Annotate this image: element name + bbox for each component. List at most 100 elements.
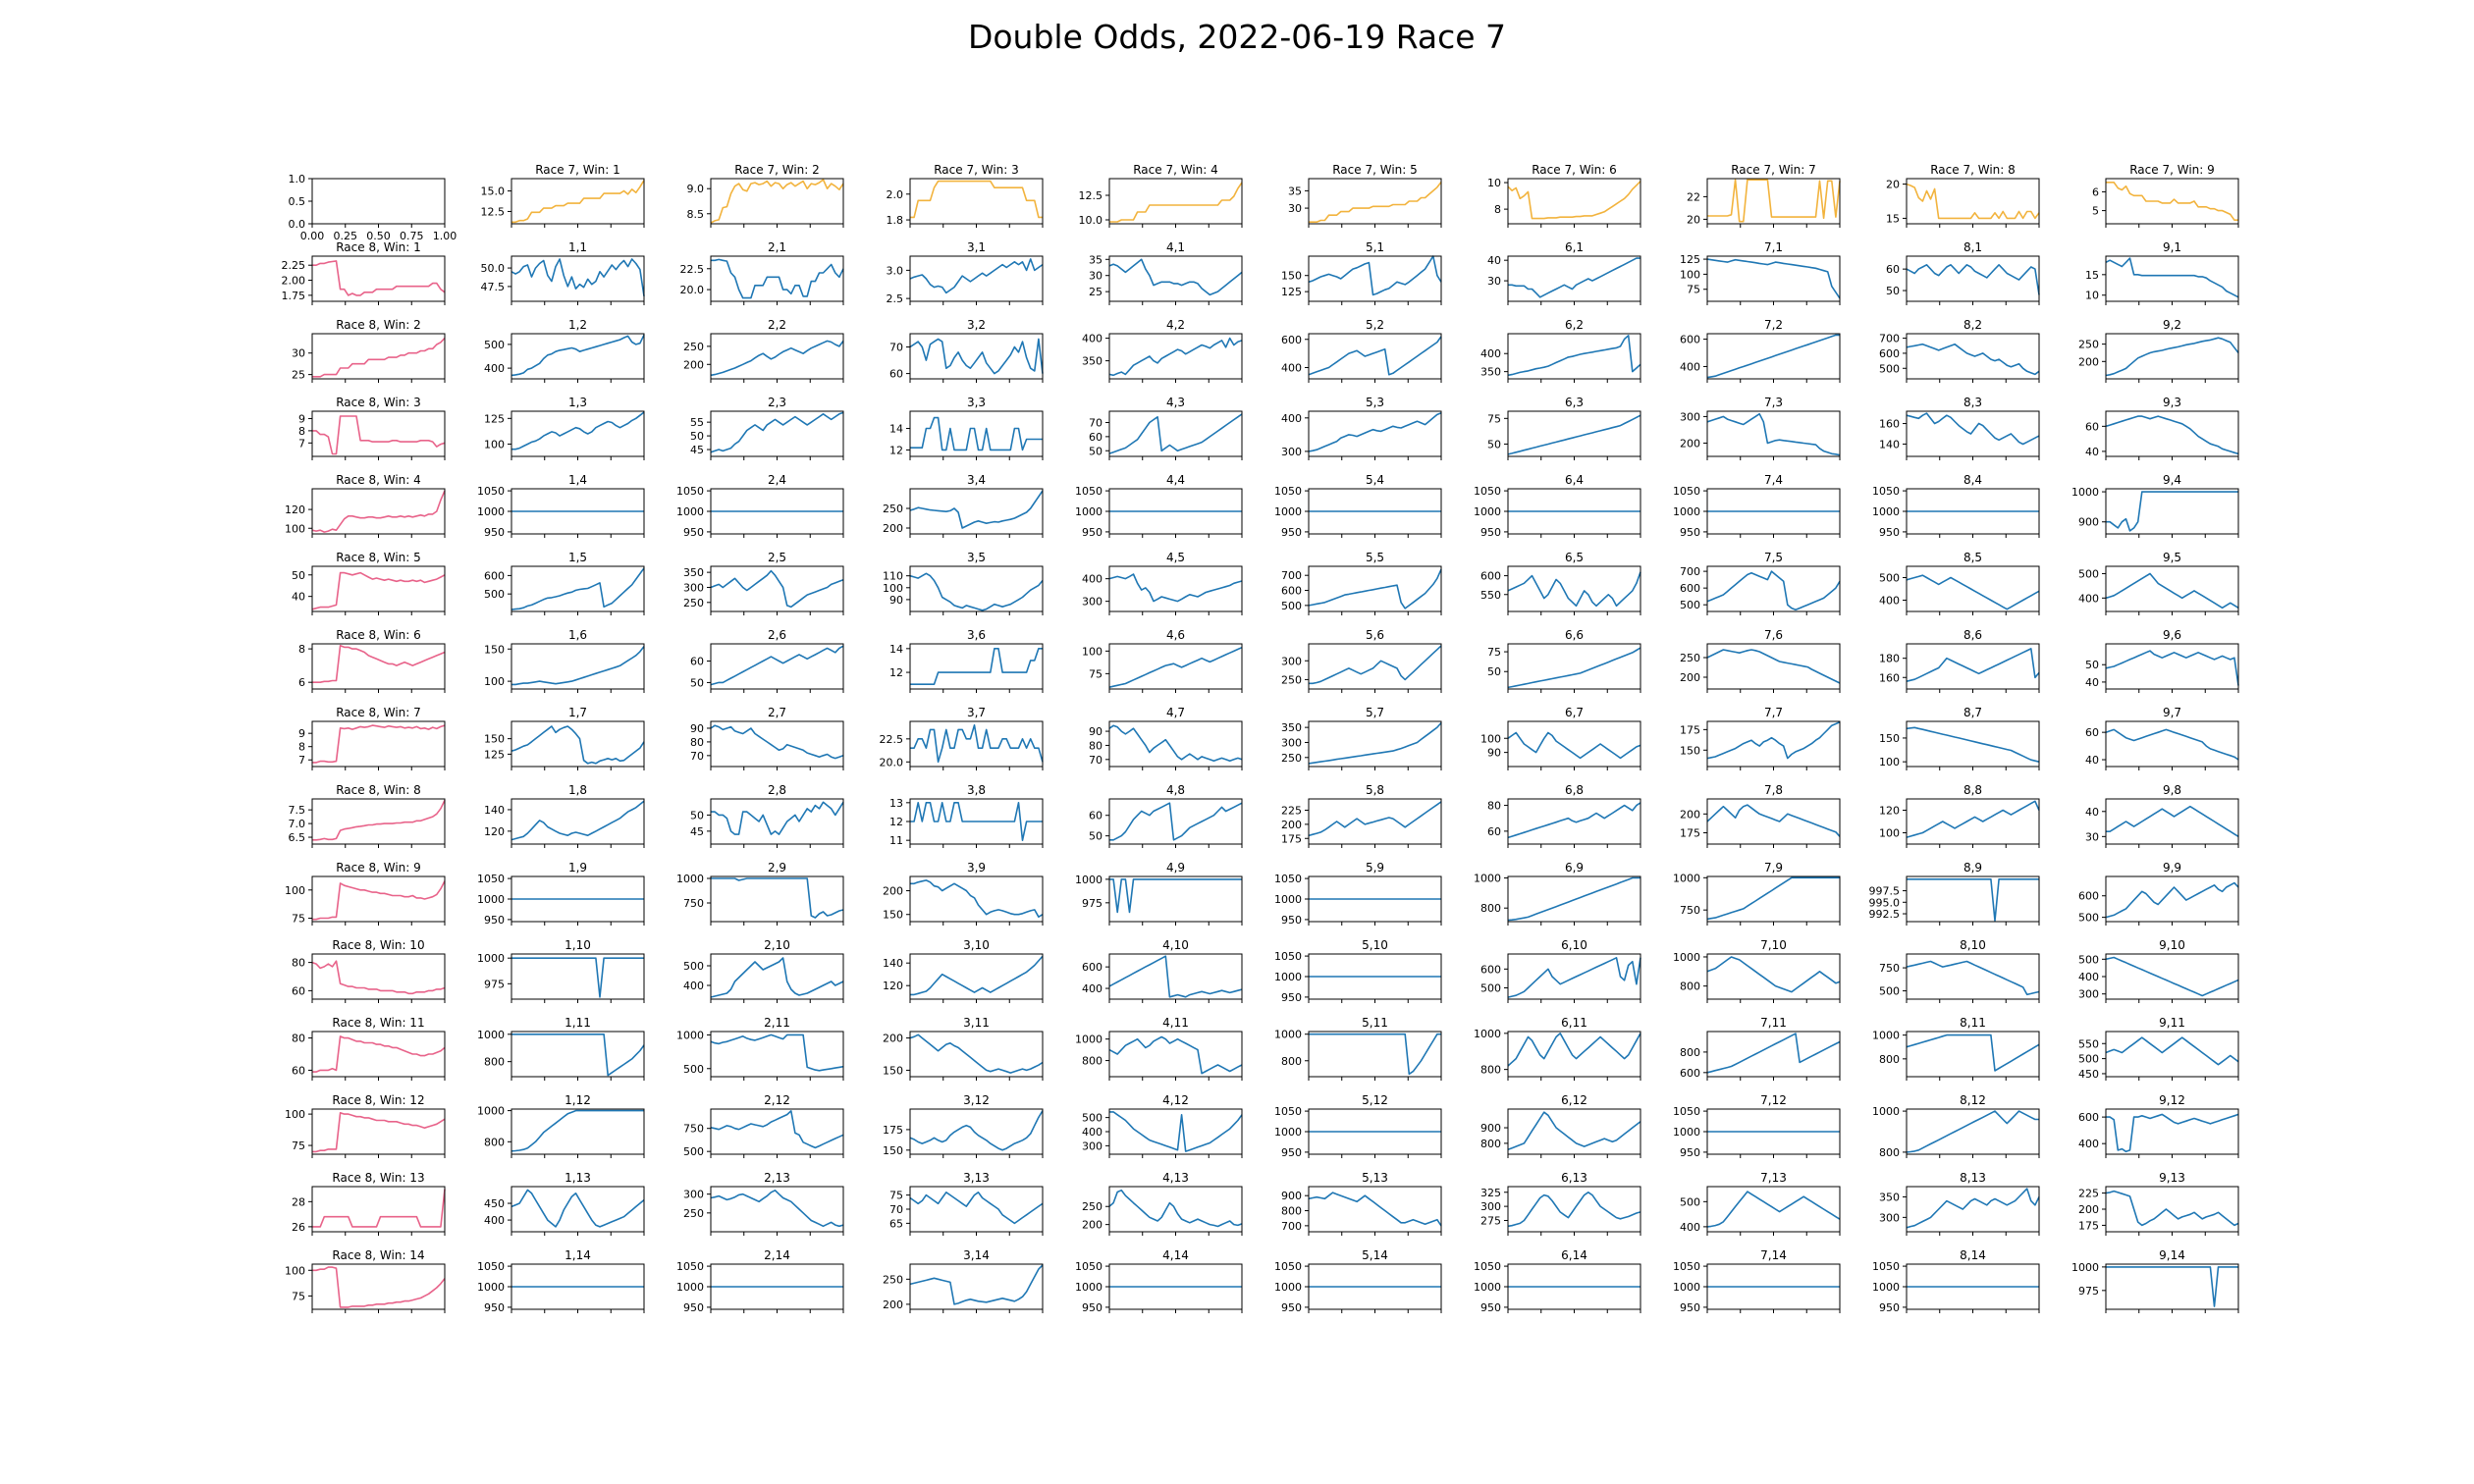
y-tick-label: 950: [1680, 526, 1700, 539]
panel-title: 5,14: [1362, 1248, 1388, 1262]
series-line: [1308, 411, 1442, 452]
y-tick-label: 950: [1082, 1301, 1103, 1314]
panel-title: 7,12: [1760, 1093, 1787, 1107]
double-odds-panel: 3,3 12 14: [889, 396, 1044, 460]
y-tick-label: 1050: [1075, 1260, 1103, 1273]
axes-frame: [710, 1186, 844, 1233]
y-tick-label: 30: [1089, 270, 1103, 283]
axes-frame: [1906, 798, 2040, 845]
series-line: [511, 180, 645, 224]
y-tick-label: 15: [2085, 269, 2099, 282]
double-odds-panel: 7,5 500 600 700: [1680, 551, 1841, 615]
y-tick-label: 400: [1082, 1126, 1103, 1139]
series-line: [1706, 649, 1841, 684]
panel-title: 7,13: [1760, 1171, 1787, 1185]
y-tick-label: 70: [889, 1203, 903, 1216]
axes-frame: [1108, 875, 1243, 923]
panel-title: 4,5: [1166, 551, 1185, 564]
panel-title: Race 8, Win: 6: [336, 628, 421, 642]
panel-title: 9,2: [2163, 318, 2181, 332]
race8-win-panel: Race 8, Win: 12 75 100: [285, 1093, 446, 1158]
y-tick-label: 120: [1879, 805, 1900, 818]
panel-title: 3,2: [967, 318, 986, 332]
y-tick-label: 300: [1281, 655, 1302, 667]
double-odds-panel: 7,4 950 1000 1050: [1673, 473, 1841, 539]
double-odds-panel: 6,3 50 75: [1487, 396, 1641, 460]
y-tick-label: 950: [683, 1301, 704, 1314]
axes-frame: [2105, 255, 2239, 302]
series-line: [909, 1192, 1044, 1225]
panel-title: 8,12: [1960, 1093, 1986, 1107]
panel-title: Race 8, Win: 2: [336, 318, 421, 332]
y-tick-label: 6: [298, 676, 305, 689]
double-odds-panel: 5,4 950 1000 1050: [1274, 473, 1442, 539]
series-line: [2105, 257, 2239, 298]
axes-frame: [1906, 1263, 2040, 1310]
race7-win-panel: Race 7, Win: 2 8.5 9.0: [687, 163, 844, 228]
axes-frame: [511, 255, 645, 302]
series-line: [1308, 801, 1442, 837]
series-line: [1108, 337, 1243, 377]
double-odds-panel: 9,2 200 250: [2078, 318, 2239, 383]
axes-frame: [2105, 333, 2239, 380]
panel-title: 5,13: [1362, 1171, 1388, 1185]
double-odds-panel: 6,14 950 1000 1050: [1474, 1248, 1641, 1314]
series-line: [909, 1264, 1044, 1305]
axes-frame: [1308, 798, 1442, 845]
y-tick-label: 75: [1089, 667, 1103, 680]
series-line: [1906, 412, 2040, 446]
y-tick-label: 90: [690, 722, 704, 735]
y-tick-label: 750: [683, 897, 704, 910]
axes-frame: [710, 720, 844, 768]
axes-frame: [2105, 488, 2239, 535]
axes-frame: [511, 875, 645, 923]
panel-title: 6,8: [1565, 783, 1584, 797]
y-tick-label: 60: [889, 368, 903, 381]
y-tick-label: 1000: [1075, 1281, 1103, 1294]
axes-frame: [311, 333, 446, 380]
double-odds-panel: 5,7 250 300 350: [1281, 706, 1442, 770]
double-odds-panel: 8,12 800 1000: [1872, 1093, 2040, 1159]
axes-frame: [1308, 1186, 1442, 1233]
y-tick-label: 20.0: [680, 284, 705, 296]
axes-frame: [511, 410, 645, 457]
panel-title: 4,1: [1166, 240, 1185, 254]
panel-title: Race 7, Win: 3: [934, 163, 1019, 177]
race7-win-panel: Race 7, Win: 4 10.0 12.5: [1079, 163, 1243, 228]
y-tick-label: 950: [1879, 526, 1900, 539]
y-tick-label: 35: [1288, 185, 1302, 197]
panel-title: Race 8, Win: 3: [336, 396, 421, 409]
axes-frame: [1308, 178, 1442, 225]
double-odds-panel: 2,1 20.0 22.5: [680, 240, 844, 305]
series-line: [710, 411, 844, 453]
y-tick-label: 600: [484, 569, 505, 582]
axes-frame: [311, 565, 446, 612]
panel-title: 6,4: [1565, 473, 1584, 487]
series-line: [1906, 264, 2040, 295]
y-tick-label: 60: [2085, 420, 2099, 433]
panel-title: Race 8, Win: 13: [332, 1171, 424, 1185]
double-odds-panel: 7,8 175 200: [1680, 783, 1841, 848]
y-tick-label: 500: [484, 588, 505, 601]
y-tick-label: 975: [484, 978, 505, 990]
double-odds-panel: 3,1 2.5 3.0: [887, 240, 1044, 305]
y-tick-label: 175: [1281, 832, 1302, 845]
y-tick-label: 1050: [1673, 1105, 1700, 1118]
double-odds-panel: 4,10 400 600: [1082, 938, 1243, 1003]
series-line: [1906, 183, 2040, 220]
panel-title: 9,5: [2163, 551, 2181, 564]
y-tick-label: 1050: [1274, 873, 1302, 885]
empty-panel: 0.0 0.5 1.0 0.00 0.25 0.50 0.75 1.00: [289, 173, 457, 242]
double-odds-panel: 6,5 550 600: [1480, 551, 1641, 615]
y-tick-label: 125: [1680, 253, 1700, 266]
y-tick-label: 600: [1082, 961, 1103, 974]
panel-title: 2,7: [768, 706, 786, 719]
axes-frame: [1108, 1108, 1243, 1155]
double-odds-panel: 3,4 200 250: [883, 473, 1044, 538]
y-tick-label: 22.5: [880, 733, 904, 746]
y-tick-label: 30: [1487, 275, 1501, 288]
double-odds-panel: 8,5 400 500: [1879, 551, 2040, 615]
y-tick-label: 2.00: [282, 275, 306, 288]
